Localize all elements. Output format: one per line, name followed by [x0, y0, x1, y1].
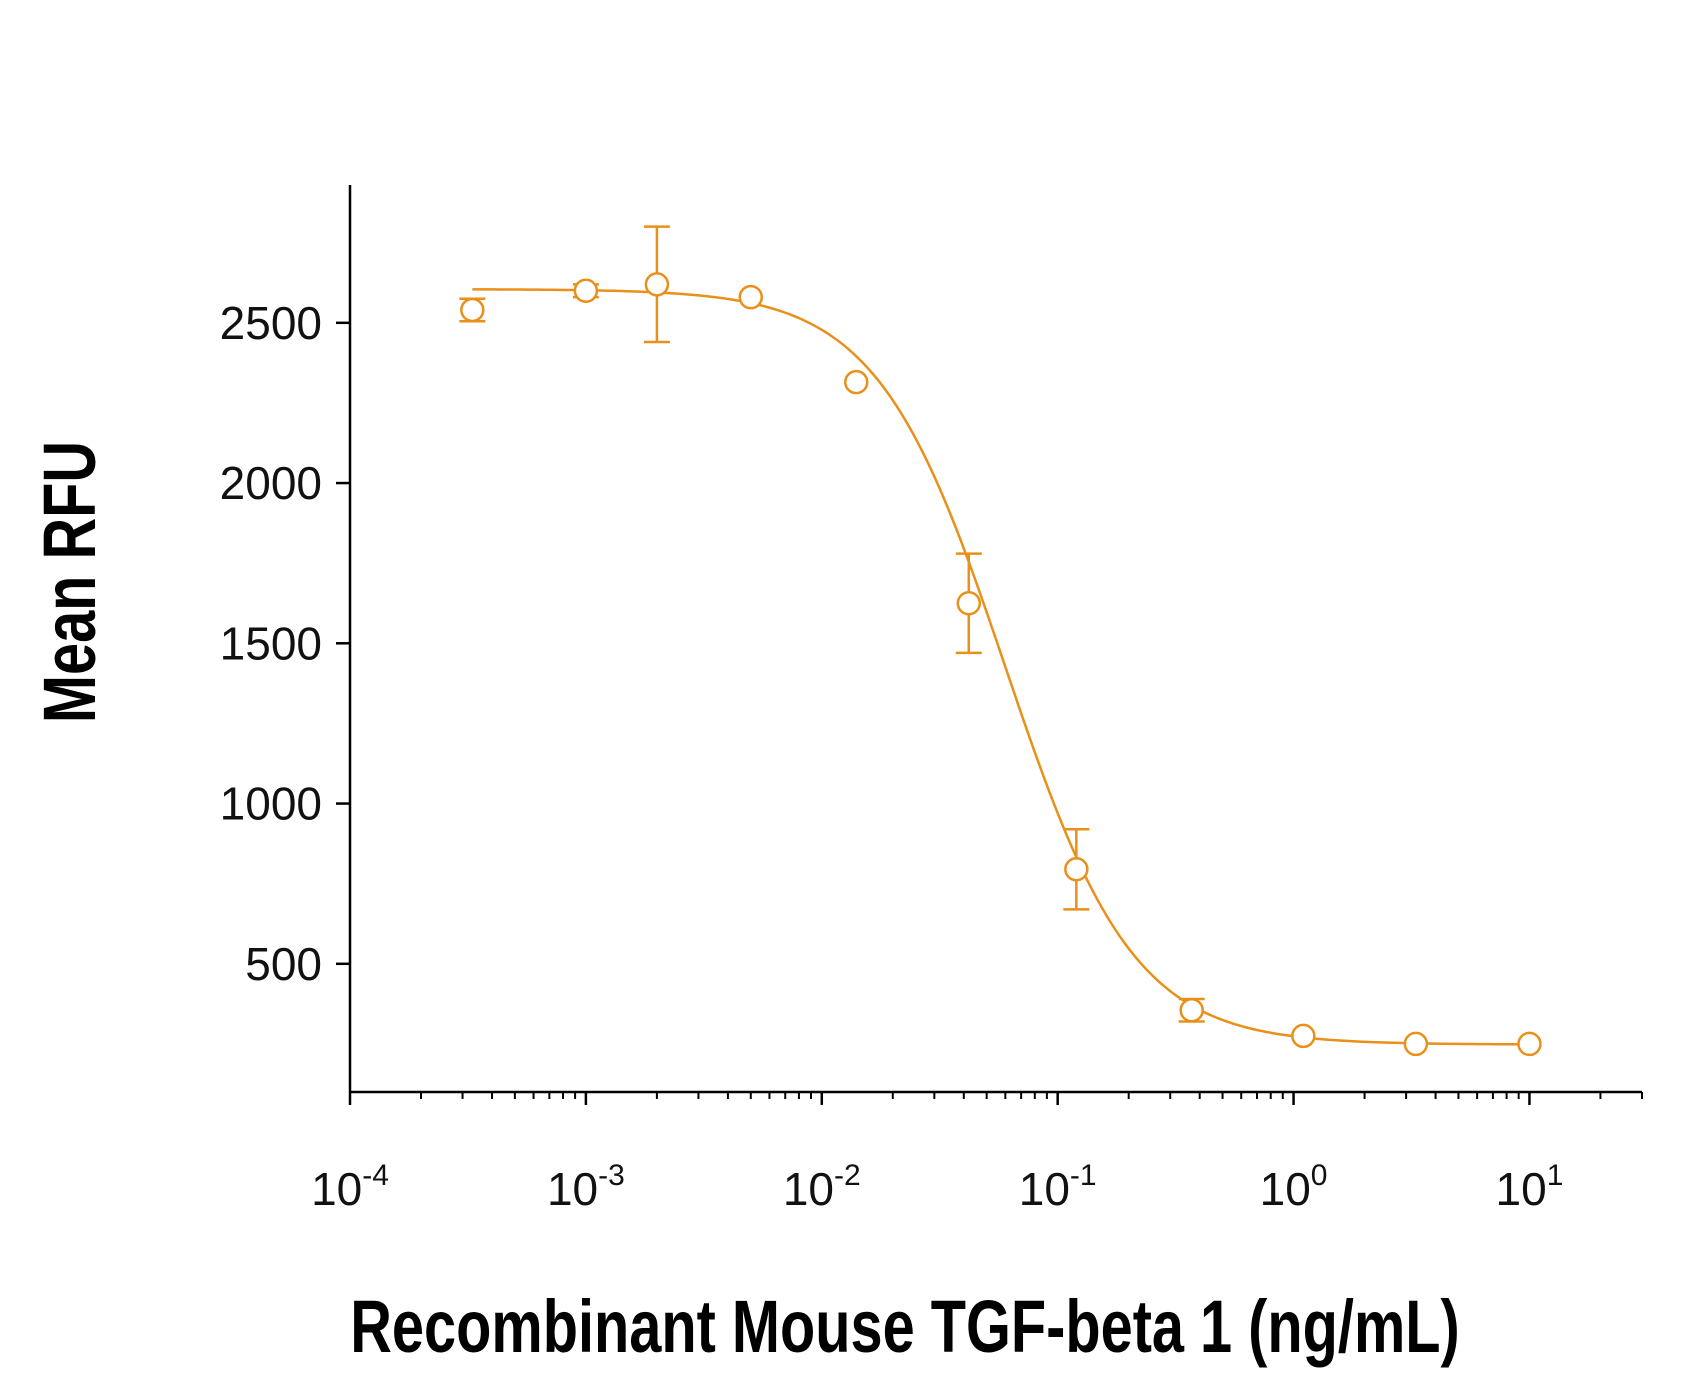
x-axis-title: Recombinant Mouse TGF-beta 1 (ng/mL): [350, 1286, 1460, 1369]
x-tick-label: 10-2: [783, 1159, 861, 1215]
y-tick-label: 1000: [220, 778, 322, 830]
y-tick-label: 1500: [220, 617, 322, 669]
data-point: [1063, 827, 1090, 911]
x-tick-label: 10-3: [547, 1159, 625, 1215]
point-marker: [1517, 1031, 1542, 1057]
y-axis-title: Mean RFU: [29, 441, 112, 723]
point-marker: [956, 590, 982, 616]
y-ticks: 500 1000 1500 2000 2500: [220, 297, 350, 990]
data-point: [572, 278, 599, 304]
axes: [348, 185, 1642, 1094]
point-marker: [844, 369, 869, 395]
point-marker: [460, 297, 485, 323]
data-point: [459, 297, 486, 323]
data-point: [1291, 1023, 1316, 1049]
point-marker: [1403, 1031, 1429, 1057]
point-marker: [573, 278, 599, 304]
data-point: [1517, 1031, 1542, 1057]
y-tick-label: 2500: [220, 297, 322, 349]
x-tick-label: 10-1: [1019, 1159, 1097, 1215]
data-point: [955, 552, 982, 655]
data-point: [1403, 1031, 1429, 1057]
fit-curve-group: [472, 288, 1530, 1046]
point-marker: [738, 284, 764, 310]
data-point: [1178, 997, 1205, 1023]
point-marker: [1291, 1023, 1316, 1049]
y-tick-label: 2000: [220, 457, 322, 509]
x-ticks: 10-4 10-3 10-2 10-1 100 101: [311, 1092, 1643, 1215]
x-tick-label: 10-4: [311, 1159, 389, 1215]
point-marker: [644, 272, 670, 297]
x-tick-label: 101: [1496, 1159, 1564, 1215]
data-point: [844, 369, 869, 395]
data-point: [738, 284, 764, 310]
point-marker: [1179, 998, 1204, 1023]
x-tick-label: 100: [1260, 1159, 1328, 1215]
data-points: [459, 225, 1542, 1057]
y-tick-label: 500: [245, 938, 322, 990]
fit-curve: [472, 288, 1530, 1046]
data-point: [643, 225, 670, 344]
point-marker: [1064, 857, 1089, 882]
